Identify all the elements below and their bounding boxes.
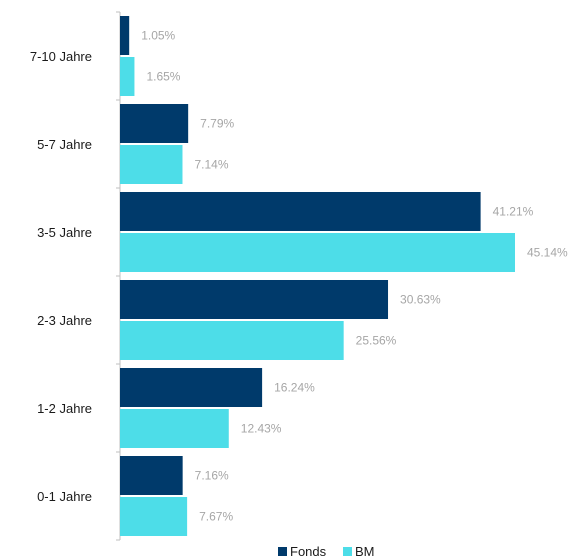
bar-bm: [120, 321, 344, 360]
legend-label-fonds: Fonds: [290, 544, 327, 559]
data-label: 45.14%: [527, 246, 568, 260]
category-label: 3-5 Jahre: [37, 225, 92, 240]
data-label: 25.56%: [356, 334, 397, 348]
data-label: 7.79%: [200, 117, 234, 131]
category-labels: 7-10 Jahre 5-7 Jahre 3-5 Jahre 2-3 Jahre 1-2…: [30, 49, 92, 504]
bars: [120, 16, 515, 536]
data-label: 7.16%: [195, 469, 229, 483]
legend: Fonds BM: [278, 544, 375, 559]
category-label: 7-10 Jahre: [30, 49, 92, 64]
legend-swatch-fonds: [278, 547, 287, 556]
data-label: 12.43%: [241, 422, 282, 436]
data-labels: 1.05% 1.65% 7.79% 7.14% 41.21% 45.14% 30.63% 25…: [141, 29, 568, 524]
bar-bm: [120, 497, 188, 536]
category-label: 0-1 Jahre: [37, 489, 92, 504]
bar-fonds: [120, 16, 130, 55]
data-label: 1.65%: [146, 70, 180, 84]
data-label: 7.67%: [199, 510, 233, 524]
bar-bm: [120, 409, 229, 448]
data-label: 30.63%: [400, 293, 441, 307]
bar-fonds: [120, 456, 183, 495]
data-label: 41.21%: [493, 205, 534, 219]
data-label: 1.05%: [141, 29, 175, 43]
data-label: 7.14%: [194, 158, 228, 172]
legend-label-bm: BM: [355, 544, 375, 559]
bar-fonds: [120, 368, 263, 407]
category-label: 1-2 Jahre: [37, 401, 92, 416]
bar-fonds: [120, 192, 481, 231]
bar-bm: [120, 233, 515, 272]
bar-fonds: [120, 104, 189, 143]
category-label: 5-7 Jahre: [37, 137, 92, 152]
bar-fonds: [120, 280, 389, 319]
bar-bm: [120, 57, 135, 96]
data-label: 16.24%: [274, 381, 315, 395]
legend-swatch-bm: [343, 547, 352, 556]
category-label: 2-3 Jahre: [37, 313, 92, 328]
axis-ticks: [116, 11, 120, 541]
bar-bm: [120, 145, 183, 184]
